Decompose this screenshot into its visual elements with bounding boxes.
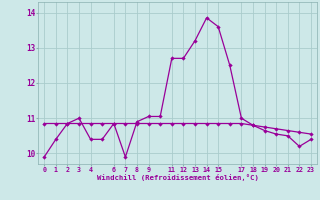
X-axis label: Windchill (Refroidissement éolien,°C): Windchill (Refroidissement éolien,°C) <box>97 174 259 181</box>
